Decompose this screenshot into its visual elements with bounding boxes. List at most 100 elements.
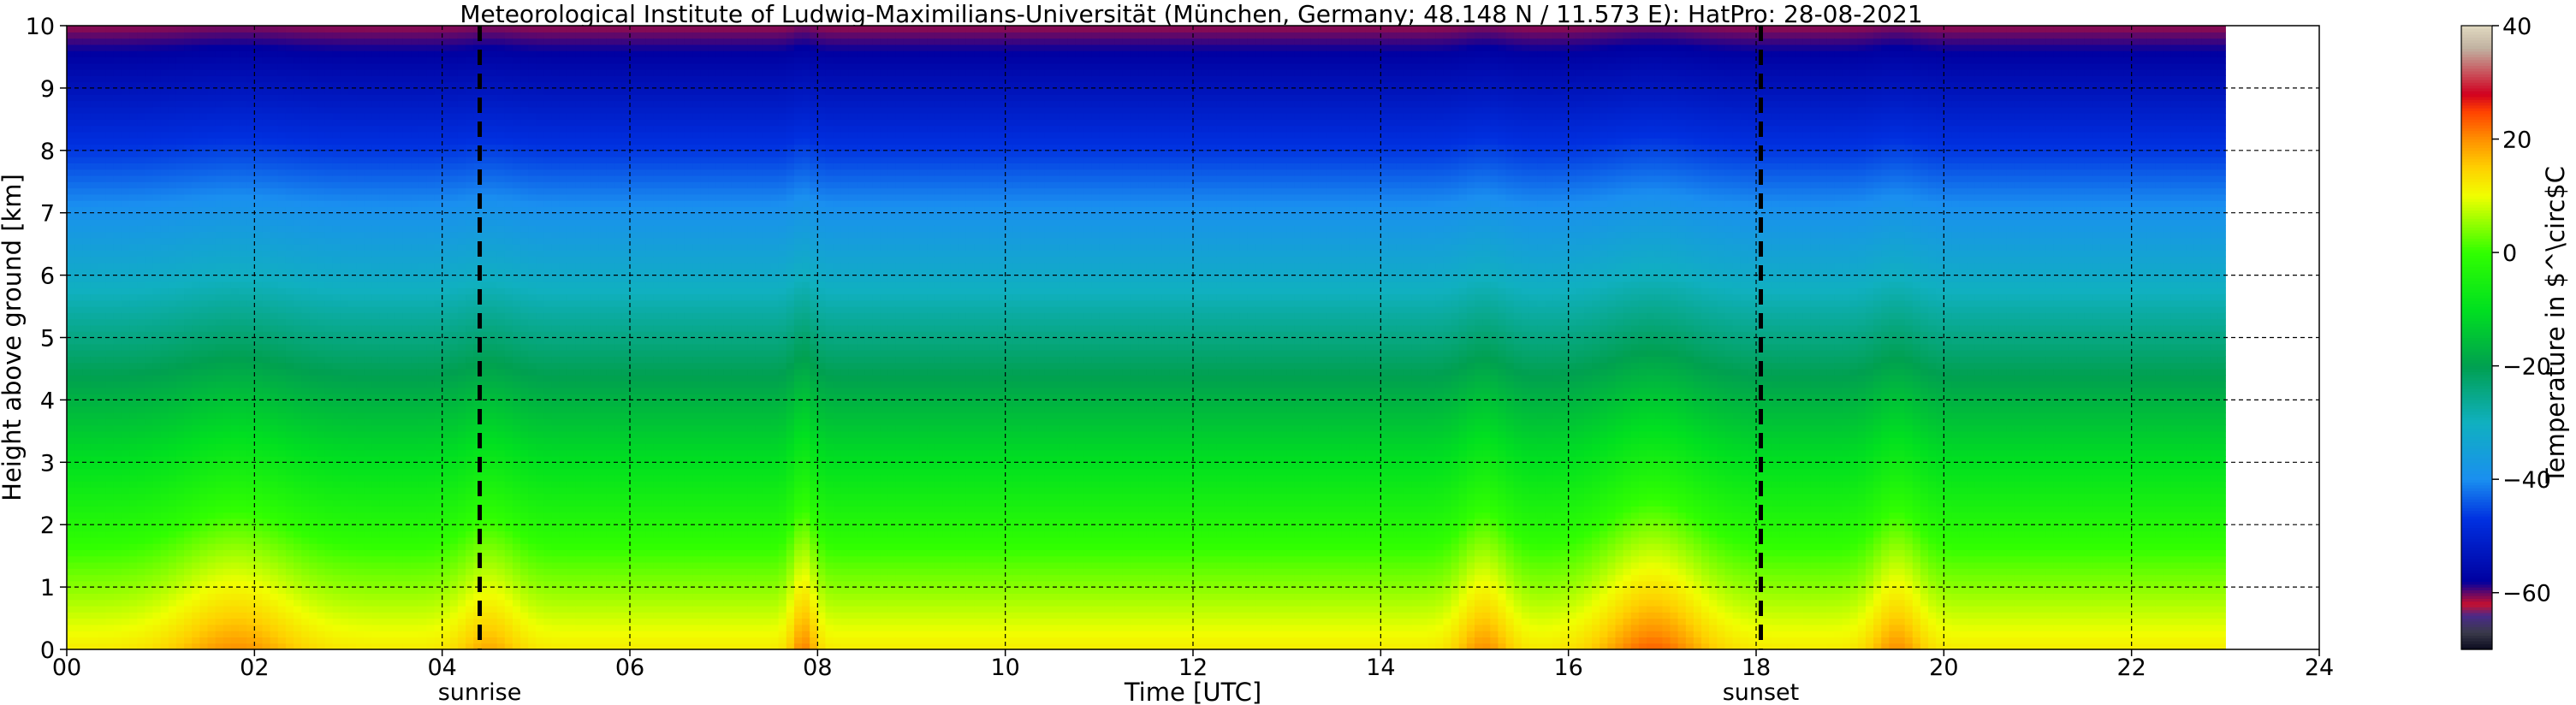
heatmap-cell bbox=[333, 494, 341, 501]
heatmap-cell bbox=[216, 175, 224, 182]
heatmap-cell bbox=[262, 213, 270, 220]
heatmap-cell bbox=[278, 300, 287, 307]
heatmap-cell bbox=[161, 462, 169, 469]
heatmap-cell bbox=[426, 113, 435, 120]
heatmap-cell bbox=[364, 481, 372, 488]
heatmap-cell bbox=[435, 138, 443, 145]
heatmap-cell bbox=[435, 257, 443, 264]
heatmap-cell bbox=[262, 356, 270, 363]
heatmap-cell bbox=[380, 475, 389, 482]
heatmap-cell bbox=[309, 512, 318, 519]
heatmap-cell bbox=[161, 151, 169, 157]
heatmap-cell bbox=[122, 406, 130, 413]
heatmap-cell bbox=[442, 587, 451, 594]
heatmap-cell bbox=[137, 382, 145, 388]
heatmap-cell bbox=[223, 32, 232, 39]
heatmap-cell bbox=[348, 69, 357, 76]
heatmap-cell bbox=[371, 100, 380, 107]
heatmap-cell bbox=[388, 263, 396, 270]
heatmap-cell bbox=[286, 530, 294, 537]
heatmap-cell bbox=[442, 612, 451, 619]
heatmap-cell bbox=[199, 443, 208, 450]
heatmap-cell bbox=[450, 56, 459, 63]
heatmap-cell bbox=[270, 26, 279, 33]
heatmap-cell bbox=[231, 375, 240, 382]
heatmap-cell bbox=[208, 369, 217, 376]
heatmap-cell bbox=[82, 431, 91, 438]
heatmap-cell bbox=[74, 181, 83, 188]
heatmap-cell bbox=[278, 382, 287, 388]
heatmap-cell bbox=[380, 350, 389, 357]
heatmap-cell bbox=[278, 469, 287, 476]
heatmap-cell bbox=[122, 575, 130, 582]
heatmap-cell bbox=[270, 475, 279, 482]
heatmap-cell bbox=[380, 188, 389, 195]
heatmap-cell bbox=[348, 619, 357, 625]
heatmap-cell bbox=[223, 537, 232, 544]
heatmap-cell bbox=[450, 506, 459, 512]
heatmap-cell bbox=[114, 250, 122, 257]
heatmap-cell bbox=[122, 50, 130, 57]
heatmap-cell bbox=[388, 69, 396, 76]
heatmap-cell bbox=[184, 443, 193, 450]
heatmap-cell bbox=[184, 425, 193, 432]
heatmap-cell bbox=[239, 126, 247, 133]
heatmap-cell bbox=[153, 382, 162, 388]
heatmap-cell bbox=[348, 356, 357, 363]
heatmap-cell bbox=[184, 56, 193, 63]
heatmap-cell bbox=[137, 250, 145, 257]
heatmap-cell bbox=[161, 244, 169, 251]
heatmap-cell bbox=[184, 151, 193, 157]
heatmap-cell bbox=[145, 593, 153, 600]
heatmap-cell bbox=[301, 138, 310, 145]
heatmap-cell bbox=[442, 568, 451, 575]
heatmap-cell bbox=[309, 94, 318, 101]
heatmap-cell bbox=[270, 163, 279, 169]
heatmap-cell bbox=[176, 325, 185, 332]
heatmap-cell bbox=[161, 568, 169, 575]
heatmap-cell bbox=[270, 63, 279, 70]
heatmap-cell bbox=[371, 287, 380, 294]
heatmap-cell bbox=[418, 369, 427, 376]
heatmap-cell bbox=[129, 100, 138, 107]
heatmap-cell bbox=[67, 612, 75, 619]
heatmap-cell bbox=[341, 113, 349, 120]
heatmap-cell bbox=[403, 88, 412, 95]
heatmap-cell bbox=[246, 406, 255, 413]
heatmap-cell bbox=[137, 524, 145, 531]
heatmap-cell bbox=[153, 50, 162, 57]
heatmap-cell bbox=[450, 568, 459, 575]
heatmap-cell bbox=[176, 475, 185, 482]
heatmap-cell bbox=[246, 619, 255, 625]
heatmap-cell bbox=[426, 63, 435, 70]
heatmap-cell bbox=[90, 543, 98, 550]
heatmap-cell bbox=[74, 88, 83, 95]
heatmap-cell bbox=[450, 132, 459, 139]
heatmap-cell bbox=[395, 443, 404, 450]
heatmap-cell bbox=[442, 88, 451, 95]
heatmap-cell bbox=[411, 388, 419, 394]
heatmap-cell bbox=[122, 524, 130, 531]
heatmap-cell bbox=[309, 175, 318, 182]
heatmap-cell bbox=[246, 126, 255, 133]
heatmap-cell bbox=[301, 600, 310, 607]
heatmap-cell bbox=[129, 293, 138, 300]
heatmap-cell bbox=[106, 238, 115, 245]
heatmap-cell bbox=[270, 462, 279, 469]
heatmap-cell bbox=[254, 450, 263, 457]
heatmap-cell bbox=[129, 437, 138, 444]
heatmap-cell bbox=[395, 487, 404, 494]
heatmap-cell bbox=[270, 431, 279, 438]
heatmap-cell bbox=[145, 418, 153, 425]
heatmap-cell bbox=[216, 631, 224, 637]
heatmap-cell bbox=[262, 169, 270, 176]
heatmap-cell bbox=[395, 232, 404, 239]
heatmap-cell bbox=[333, 119, 341, 126]
heatmap-cell bbox=[98, 138, 107, 145]
heatmap-cell bbox=[67, 338, 75, 345]
heatmap-cell bbox=[388, 119, 396, 126]
heatmap-cell bbox=[161, 506, 169, 512]
heatmap-cell bbox=[199, 56, 208, 63]
heatmap-cell bbox=[74, 338, 83, 345]
heatmap-cell bbox=[106, 63, 115, 70]
